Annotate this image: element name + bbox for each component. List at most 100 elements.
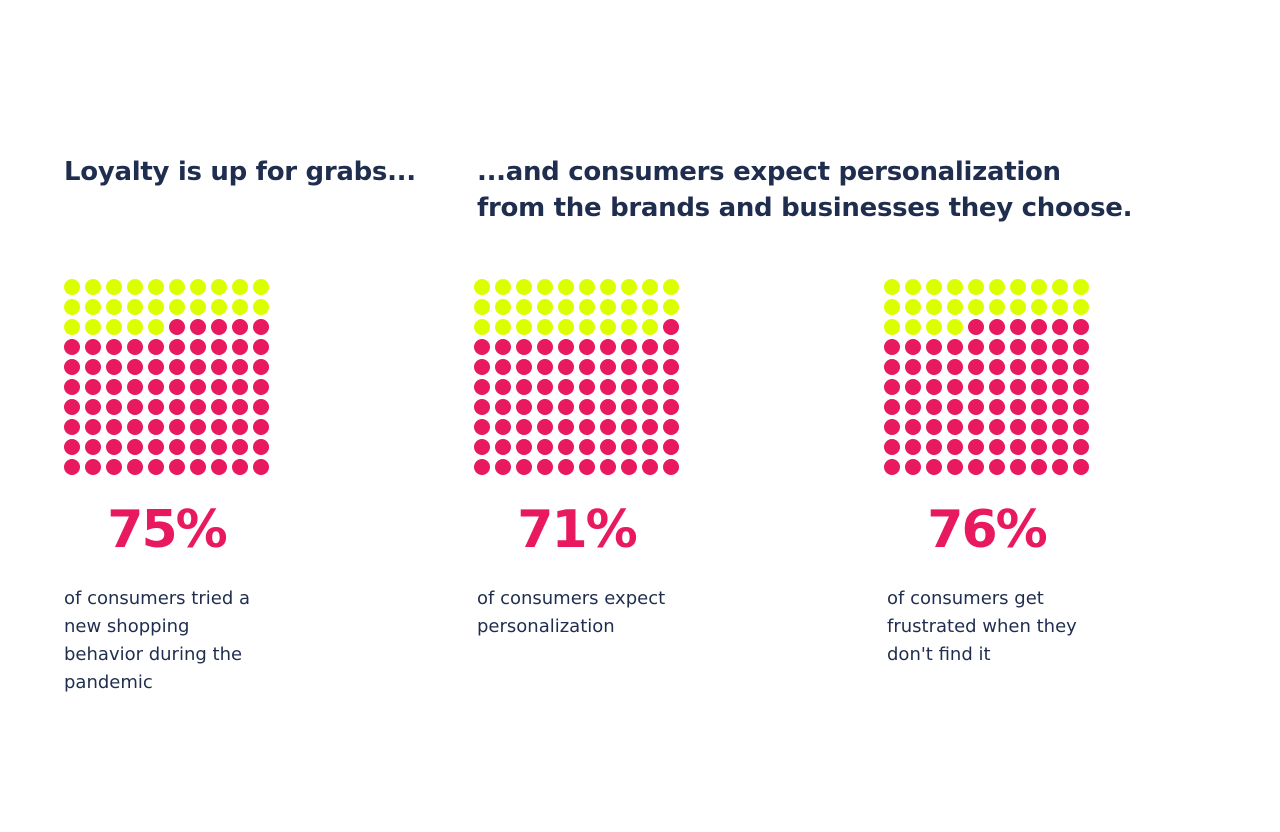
waffle-dot <box>989 419 1005 435</box>
waffle-dot <box>905 279 921 295</box>
waffle-dot <box>926 459 942 475</box>
waffle-dot <box>474 359 490 375</box>
waffle-dot <box>1031 299 1047 315</box>
waffle-dot <box>495 339 511 355</box>
waffle-dot <box>621 379 637 395</box>
caption: of consumers expect personalization <box>477 588 666 637</box>
waffle-dot <box>884 299 900 315</box>
waffle-dot <box>663 439 679 455</box>
waffle-dot <box>621 279 637 295</box>
waffle-dot <box>989 339 1005 355</box>
waffle-dot <box>169 339 185 355</box>
waffle-dot <box>947 319 963 335</box>
waffle-dot <box>579 399 595 415</box>
waffle-dot <box>579 419 595 435</box>
waffle-dot <box>64 439 80 455</box>
waffle-dot <box>968 339 984 355</box>
waffle-dot <box>85 419 101 435</box>
waffle-dot <box>190 399 206 415</box>
waffle-dot <box>169 359 185 375</box>
waffle-dot <box>474 339 490 355</box>
waffle-dot <box>190 459 206 475</box>
waffle <box>474 279 679 475</box>
waffle-dot <box>558 419 574 435</box>
waffle-dot <box>253 439 269 455</box>
waffle-dot <box>621 339 637 355</box>
waffle-dot <box>1031 359 1047 375</box>
waffle-dot <box>905 379 921 395</box>
waffle-dot <box>211 399 227 415</box>
waffle-dot <box>905 419 921 435</box>
waffle-dot <box>905 359 921 375</box>
waffle-dot <box>253 279 269 295</box>
waffle-dot <box>968 399 984 415</box>
waffle-dot <box>85 379 101 395</box>
waffle-dot <box>621 439 637 455</box>
waffle-dot <box>600 459 616 475</box>
waffle-dot <box>642 299 658 315</box>
waffle-dot <box>558 399 574 415</box>
waffle-dot <box>558 299 574 315</box>
waffle-dot <box>495 439 511 455</box>
heading: Loyalty is up for grabs... <box>64 157 416 187</box>
waffle-dot <box>232 279 248 295</box>
waffle-dot <box>85 339 101 355</box>
waffle-dot <box>1010 379 1026 395</box>
waffle-dot <box>989 279 1005 295</box>
waffle-dot <box>253 359 269 375</box>
waffle-dot <box>190 439 206 455</box>
waffle-dot <box>989 299 1005 315</box>
waffle-dot <box>621 299 637 315</box>
waffle-dot <box>516 399 532 415</box>
waffle-dot <box>253 419 269 435</box>
waffle-dot <box>1073 419 1089 435</box>
waffle-dot <box>148 459 164 475</box>
waffle-dot <box>169 379 185 395</box>
waffle-dot <box>1052 439 1068 455</box>
waffle-dot <box>905 299 921 315</box>
waffle-dot <box>211 319 227 335</box>
waffle-dot <box>968 319 984 335</box>
waffle-dot <box>600 439 616 455</box>
waffle-dot <box>211 359 227 375</box>
waffle-dot <box>1073 439 1089 455</box>
waffle-dot <box>558 279 574 295</box>
waffle-dot <box>495 419 511 435</box>
waffle-dot <box>537 419 553 435</box>
waffle-dot <box>884 379 900 395</box>
waffle-dot <box>85 399 101 415</box>
waffle-dot <box>884 399 900 415</box>
waffle-dot <box>884 279 900 295</box>
waffle-dot <box>64 399 80 415</box>
waffle-dot <box>642 339 658 355</box>
waffle-dot <box>85 439 101 455</box>
waffle-dot <box>127 439 143 455</box>
waffle-dot <box>495 279 511 295</box>
waffle-dot <box>232 419 248 435</box>
waffle-dot <box>64 319 80 335</box>
waffle-dot <box>1031 379 1047 395</box>
waffle-dot <box>537 439 553 455</box>
waffle-dot <box>884 339 900 355</box>
waffle-dot <box>253 299 269 315</box>
waffle-dot <box>169 439 185 455</box>
waffle-dot <box>169 319 185 335</box>
waffle-dot <box>600 299 616 315</box>
waffle-dot <box>516 419 532 435</box>
waffle-dot <box>947 399 963 415</box>
waffle-dot <box>64 459 80 475</box>
waffle-dot <box>884 419 900 435</box>
waffle-dot <box>148 319 164 335</box>
waffle-dot <box>663 319 679 335</box>
waffle-dot <box>621 459 637 475</box>
waffle-dot <box>495 399 511 415</box>
waffle-dot <box>127 459 143 475</box>
waffle-dot <box>663 379 679 395</box>
waffle-dot <box>621 319 637 335</box>
waffle-dot <box>190 379 206 395</box>
waffle-dot <box>106 339 122 355</box>
waffle-dot <box>537 299 553 315</box>
waffle-dot <box>127 279 143 295</box>
waffle-dot <box>968 299 984 315</box>
